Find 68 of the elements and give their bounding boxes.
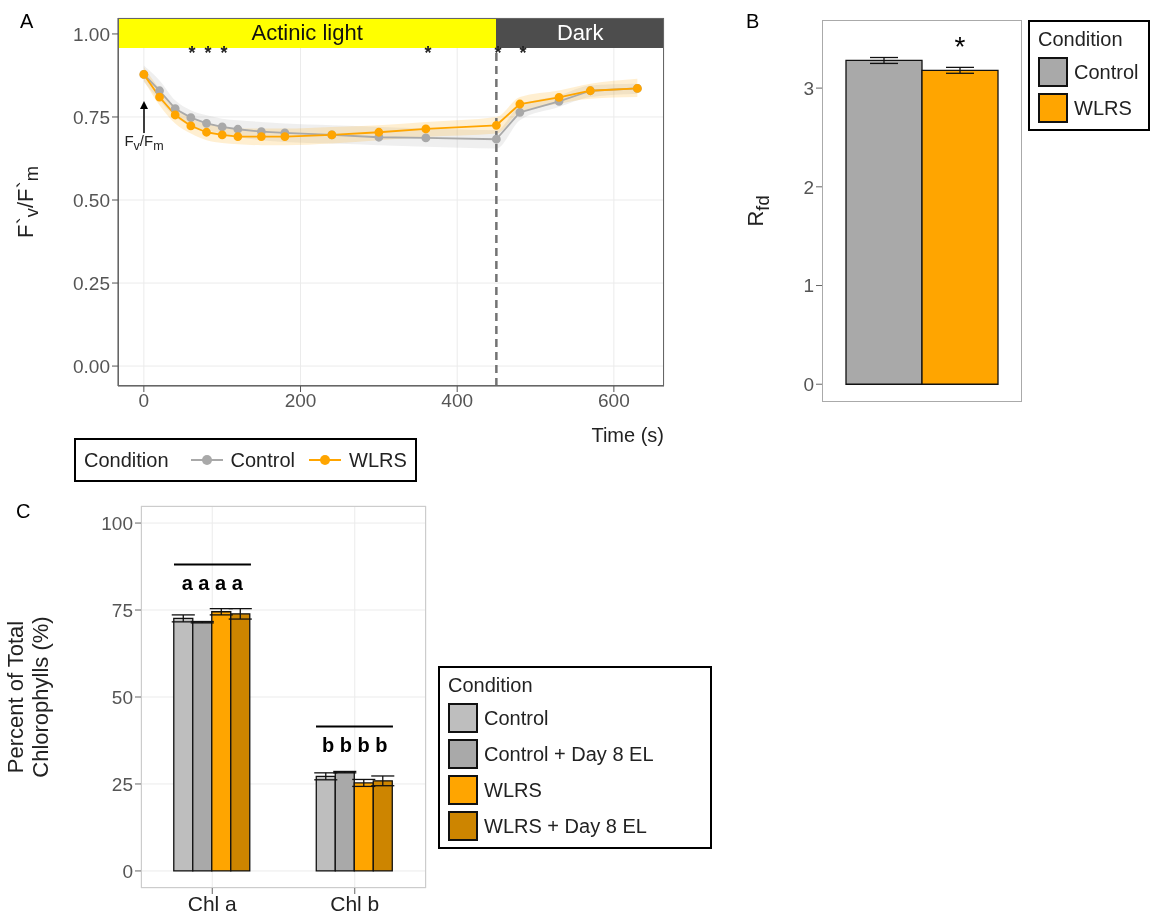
point (515, 99, 525, 109)
annotation: * (423, 43, 433, 63)
annotation: * (188, 43, 196, 63)
y-tick-label: 100 (101, 512, 133, 534)
x-tick-label: Chl b (330, 891, 380, 915)
y-tick-label: 2 (803, 176, 814, 198)
point (554, 92, 564, 102)
annotation: F$_{v}$/F$_{m}$ (123, 132, 165, 153)
y-tick-label: 0.75 (73, 106, 110, 128)
point (374, 127, 384, 137)
point (515, 107, 525, 117)
point (202, 127, 211, 137)
y-tick-label: 0 (803, 373, 814, 395)
chart-title: A (20, 10, 34, 33)
annotation: * (494, 43, 502, 63)
band-label: Dark (556, 20, 604, 45)
point (186, 121, 196, 131)
y-tick-label: 50 (111, 686, 133, 708)
y-tick-label: 0.00 (73, 355, 110, 377)
point (170, 110, 180, 120)
legend-label: Control + Day 8 EL (484, 742, 654, 766)
annotation: * (220, 43, 228, 63)
x-tick-label: Chl a (187, 891, 238, 915)
y-tick-label: 1.00 (73, 23, 110, 45)
annotation: * (204, 43, 212, 63)
x-tick-label: 200 (284, 390, 317, 412)
legend-label: WLRS (1074, 96, 1132, 120)
y-tick-label: 3 (803, 77, 814, 99)
x-axis-title: Time (s) (591, 424, 664, 447)
y-axis-title: Percent of Total Chlorophylls (%) (2, 615, 54, 780)
point (217, 130, 227, 140)
point (491, 120, 501, 130)
point (217, 122, 227, 132)
y-tick-label: 1 (803, 275, 814, 297)
chart-title: B (746, 10, 760, 33)
legend-title: Condition (448, 674, 533, 697)
y-tick-label: 75 (111, 599, 133, 621)
y-tick-label: 0.50 (73, 189, 110, 211)
point (280, 132, 290, 141)
point (155, 92, 164, 102)
legend-label: Control (1074, 60, 1139, 84)
point (186, 113, 196, 123)
legend-label: WLRS (484, 778, 542, 802)
y-tick-label: 0 (122, 860, 133, 882)
legend-title: Condition (84, 448, 169, 472)
legend-label: WLRS (349, 448, 407, 472)
annotation: * (519, 43, 527, 63)
legend-label: Control (484, 706, 549, 730)
point (233, 132, 243, 141)
annotation: * (953, 31, 967, 63)
annotation: a a a a (180, 571, 244, 594)
point (421, 124, 431, 134)
y-tick-label: 25 (111, 773, 133, 795)
point (421, 133, 431, 143)
band-label: Actinic light (251, 20, 363, 45)
x-tick-label: 0 (138, 390, 150, 412)
legend-label: WLRS + Day 8 EL (484, 814, 647, 838)
point (491, 134, 501, 144)
x-tick-label: 600 (598, 390, 630, 412)
point (202, 118, 211, 128)
x-tick-label: 400 (441, 390, 474, 412)
chart-title: C (16, 500, 31, 523)
legend-label: Control (230, 448, 295, 472)
annotation: b b b b (320, 734, 389, 757)
legend-title: Condition (1038, 28, 1123, 51)
y-tick-label: 0.25 (73, 272, 110, 294)
point (233, 124, 243, 134)
point (256, 132, 266, 141)
